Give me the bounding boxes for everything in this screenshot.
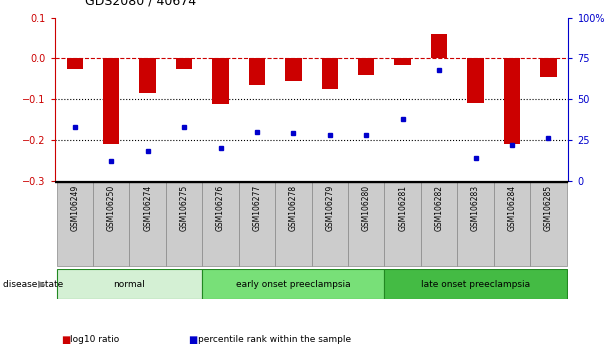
- Bar: [457, 182, 494, 266]
- Bar: [395, 58, 411, 64]
- Bar: [504, 58, 520, 144]
- Text: GSM106278: GSM106278: [289, 185, 298, 231]
- Bar: [239, 182, 275, 266]
- Bar: [139, 58, 156, 93]
- Text: late onset preeclampsia: late onset preeclampsia: [421, 280, 530, 289]
- Text: GSM106277: GSM106277: [252, 185, 261, 231]
- Text: GSM106275: GSM106275: [179, 185, 188, 231]
- Bar: [468, 58, 484, 103]
- Text: GSM106274: GSM106274: [143, 185, 152, 231]
- Text: GDS2080 / 40674: GDS2080 / 40674: [85, 0, 196, 7]
- Bar: [57, 269, 202, 299]
- Text: GSM106279: GSM106279: [325, 185, 334, 231]
- Bar: [249, 58, 265, 85]
- Text: GSM106281: GSM106281: [398, 185, 407, 231]
- Bar: [66, 58, 83, 69]
- Text: GSM106284: GSM106284: [508, 185, 517, 231]
- Text: GSM106285: GSM106285: [544, 185, 553, 231]
- Bar: [358, 58, 375, 75]
- Text: disease state: disease state: [3, 280, 63, 289]
- Bar: [384, 182, 421, 266]
- Bar: [176, 58, 192, 69]
- Bar: [130, 182, 166, 266]
- Bar: [541, 58, 557, 77]
- Bar: [348, 182, 384, 266]
- Text: ■: ■: [188, 335, 198, 345]
- Bar: [322, 58, 338, 89]
- Bar: [311, 182, 348, 266]
- Text: ■: ■: [61, 335, 70, 345]
- Text: early onset preeclampsia: early onset preeclampsia: [236, 280, 351, 289]
- Text: normal: normal: [114, 280, 145, 289]
- Bar: [93, 182, 130, 266]
- Bar: [202, 269, 384, 299]
- Bar: [57, 182, 93, 266]
- Bar: [421, 182, 457, 266]
- Text: GSM106283: GSM106283: [471, 185, 480, 231]
- Bar: [384, 269, 567, 299]
- Bar: [202, 182, 239, 266]
- Text: GSM106280: GSM106280: [362, 185, 371, 231]
- Text: GSM106249: GSM106249: [71, 185, 79, 231]
- Text: percentile rank within the sample: percentile rank within the sample: [198, 335, 351, 344]
- Bar: [431, 34, 447, 58]
- Bar: [103, 58, 119, 144]
- Bar: [275, 182, 311, 266]
- Text: ▶: ▶: [38, 279, 46, 289]
- Text: GSM106276: GSM106276: [216, 185, 225, 231]
- Bar: [494, 182, 530, 266]
- Bar: [530, 182, 567, 266]
- Bar: [166, 182, 202, 266]
- Text: log10 ratio: log10 ratio: [70, 335, 119, 344]
- Bar: [285, 58, 302, 81]
- Bar: [212, 58, 229, 104]
- Text: GSM106250: GSM106250: [106, 185, 116, 231]
- Text: GSM106282: GSM106282: [435, 185, 444, 231]
